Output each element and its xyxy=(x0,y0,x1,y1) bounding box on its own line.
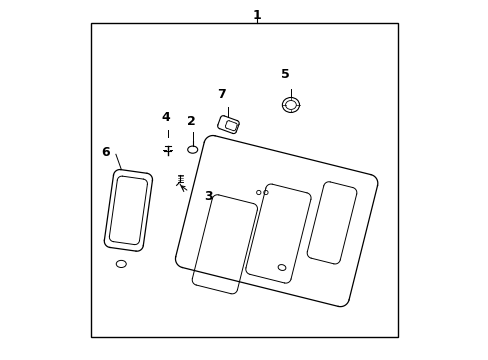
Text: 2: 2 xyxy=(186,114,195,127)
Text: 7: 7 xyxy=(217,88,225,101)
Text: 6: 6 xyxy=(102,146,110,159)
Text: 4: 4 xyxy=(161,111,170,124)
Text: 1: 1 xyxy=(252,9,261,22)
Bar xyxy=(91,23,397,337)
Text: 3: 3 xyxy=(203,190,212,203)
Text: 5: 5 xyxy=(281,68,289,81)
